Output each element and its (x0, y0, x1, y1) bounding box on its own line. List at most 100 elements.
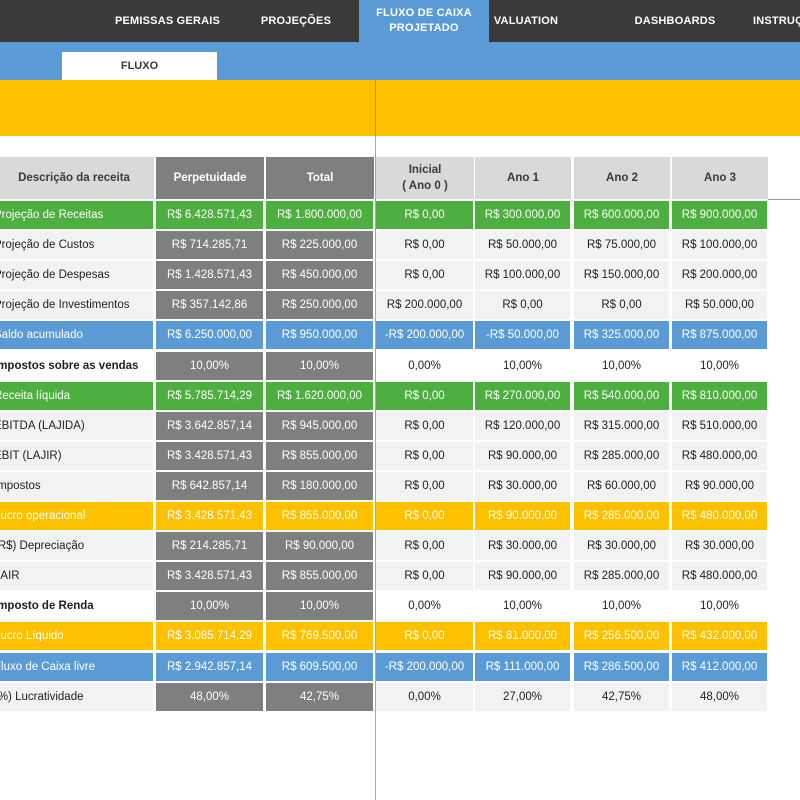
cell-ano-1: R$ 120.000,00 (475, 412, 571, 440)
cell-perpetuidade: R$ 357.142,86 (156, 291, 264, 319)
cell-perpetuidade: R$ 3.428.571,43 (156, 442, 264, 470)
cell-perpetuidade: R$ 714.285,71 (156, 231, 264, 259)
row-label: Saldo acumulado (0, 321, 154, 349)
cell-ano-3: R$ 510.000,00 (672, 412, 768, 440)
cell-ano-2: 42,75% (574, 683, 670, 711)
cell-total: R$ 950.000,00 (266, 321, 374, 349)
cell-ano-2: 10,00% (574, 592, 670, 620)
cell-total: R$ 180.000,00 (266, 472, 374, 500)
nav-tab-fluxo-de-caixa[interactable]: FLUXO DE CAIXA PROJETADO (359, 0, 489, 42)
cell-perpetuidade: 10,00% (156, 352, 264, 380)
header-ano-1: Ano 1 (475, 157, 571, 199)
cell-ano-3: R$ 50.000,00 (672, 291, 768, 319)
nav-tab-valuation[interactable]: VALUATION (493, 15, 559, 27)
row-label: Imposto de Renda (0, 592, 154, 620)
row-label: Fluxo de Caixa livre (0, 653, 154, 681)
cell-total: R$ 1.620.000,00 (266, 382, 374, 410)
row-label: (%) Lucratividade (0, 683, 154, 711)
row-label: Projeção de Investimentos (0, 291, 154, 319)
cell-total: R$ 90.000,00 (266, 532, 374, 560)
cell-perpetuidade: R$ 3.642.857,14 (156, 412, 264, 440)
nav-tab-projecoes[interactable]: PROJEÇÕES (260, 15, 332, 27)
row-label: Impostos (0, 472, 154, 500)
cell-ano-0: R$ 0,00 (376, 231, 474, 259)
cell-total: R$ 225.000,00 (266, 231, 374, 259)
freeze-pane-divider (375, 0, 376, 800)
cell-ano-3: R$ 30.000,00 (672, 532, 768, 560)
cell-ano-1: R$ 90.000,00 (475, 502, 571, 530)
cell-ano-1: 27,00% (475, 683, 571, 711)
cell-ano-3: R$ 875.000,00 (672, 321, 768, 349)
cell-ano-3: R$ 90.000,00 (672, 472, 768, 500)
cell-ano-2: R$ 30.000,00 (574, 532, 670, 560)
header-total: Total (266, 157, 374, 199)
cell-ano-0: R$ 0,00 (376, 532, 474, 560)
row-label: Projeção de Custos (0, 231, 154, 259)
cell-ano-2: R$ 60.000,00 (574, 472, 670, 500)
cell-ano-1: R$ 30.000,00 (475, 472, 571, 500)
cell-ano-0: R$ 0,00 (376, 472, 474, 500)
cell-ano-2: R$ 540.000,00 (574, 382, 670, 410)
cell-perpetuidade: R$ 2.942.857,14 (156, 653, 264, 681)
cell-perpetuidade: R$ 3.085.714,29 (156, 622, 264, 650)
cell-ano-2: R$ 75.000,00 (574, 231, 670, 259)
cell-total: R$ 1.800.000,00 (266, 201, 374, 229)
cell-ano-3: R$ 412.000,00 (672, 653, 768, 681)
cell-perpetuidade: R$ 3.428.571,43 (156, 502, 264, 530)
cell-ano-1: R$ 90.000,00 (475, 562, 571, 590)
header-perpetuidade: Perpetuidade (156, 157, 264, 199)
row-label: Projeção de Receitas (0, 201, 154, 229)
cell-ano-1: R$ 90.000,00 (475, 442, 571, 470)
cell-ano-1: R$ 100.000,00 (475, 261, 571, 289)
cell-total: R$ 945.000,00 (266, 412, 374, 440)
cell-ano-0: 0,00% (376, 683, 474, 711)
cell-ano-0: R$ 0,00 (376, 502, 474, 530)
row-label: (R$) Depreciação (0, 532, 154, 560)
cell-ano-3: 10,00% (672, 352, 768, 380)
nav-tab-dashboards[interactable]: DASHBOARDS (634, 15, 716, 27)
nav-tab-premissas-gerais[interactable]: PEMISSAS GERAIS (114, 15, 221, 27)
cell-total: R$ 250.000,00 (266, 291, 374, 319)
header-descricao: Descrição da receita (0, 157, 154, 199)
cell-total: R$ 450.000,00 (266, 261, 374, 289)
cell-ano-2: R$ 600.000,00 (574, 201, 670, 229)
subtab-fluxo[interactable]: FLUXO (62, 52, 217, 80)
cell-ano-0: R$ 0,00 (376, 442, 474, 470)
cell-total: R$ 769.500,00 (266, 622, 374, 650)
cell-ano-0: R$ 0,00 (376, 562, 474, 590)
cell-total: 42,75% (266, 683, 374, 711)
row-label: EBIT (LAJIR) (0, 442, 154, 470)
cell-perpetuidade: 10,00% (156, 592, 264, 620)
cell-ano-3: R$ 480.000,00 (672, 502, 768, 530)
cell-ano-0: -R$ 200.000,00 (376, 653, 474, 681)
cell-ano-2: R$ 256.500,00 (574, 622, 670, 650)
cell-ano-3: R$ 900.000,00 (672, 201, 768, 229)
cell-ano-0: -R$ 200.000,00 (376, 321, 474, 349)
cell-perpetuidade: 48,00% (156, 683, 264, 711)
cell-ano-2: R$ 285.000,00 (574, 442, 670, 470)
cell-ano-2: 10,00% (574, 352, 670, 380)
cell-ano-1: R$ 300.000,00 (475, 201, 571, 229)
cell-ano-0: R$ 200.000,00 (376, 291, 474, 319)
cell-ano-3: R$ 480.000,00 (672, 562, 768, 590)
header-ano-2: Ano 2 (574, 157, 670, 199)
cell-ano-2: R$ 286.500,00 (574, 653, 670, 681)
cell-ano-1: R$ 270.000,00 (475, 382, 571, 410)
cell-perpetuidade: R$ 5.785.714,29 (156, 382, 264, 410)
cell-ano-3: R$ 200.000,00 (672, 261, 768, 289)
cell-total: R$ 855.000,00 (266, 502, 374, 530)
cell-ano-2: R$ 285.000,00 (574, 502, 670, 530)
title-band (0, 80, 800, 136)
cell-ano-1: R$ 111.000,00 (475, 653, 571, 681)
top-navigation-bar: PEMISSAS GERAIS PROJEÇÕES FLUXO DE CAIXA P… (0, 0, 800, 42)
cell-ano-0: R$ 0,00 (376, 412, 474, 440)
cell-ano-1: 10,00% (475, 352, 571, 380)
nav-tab-instrucoes[interactable]: INSTRUÇÕES (752, 15, 800, 27)
grid-line (768, 199, 800, 200)
cell-ano-3: R$ 810.000,00 (672, 382, 768, 410)
header-ano-0: Inicial ( Ano 0 ) (376, 157, 474, 199)
cell-ano-1: 10,00% (475, 592, 571, 620)
cell-total: R$ 855.000,00 (266, 442, 374, 470)
cell-ano-0: R$ 0,00 (376, 382, 474, 410)
cell-ano-2: R$ 0,00 (574, 291, 670, 319)
